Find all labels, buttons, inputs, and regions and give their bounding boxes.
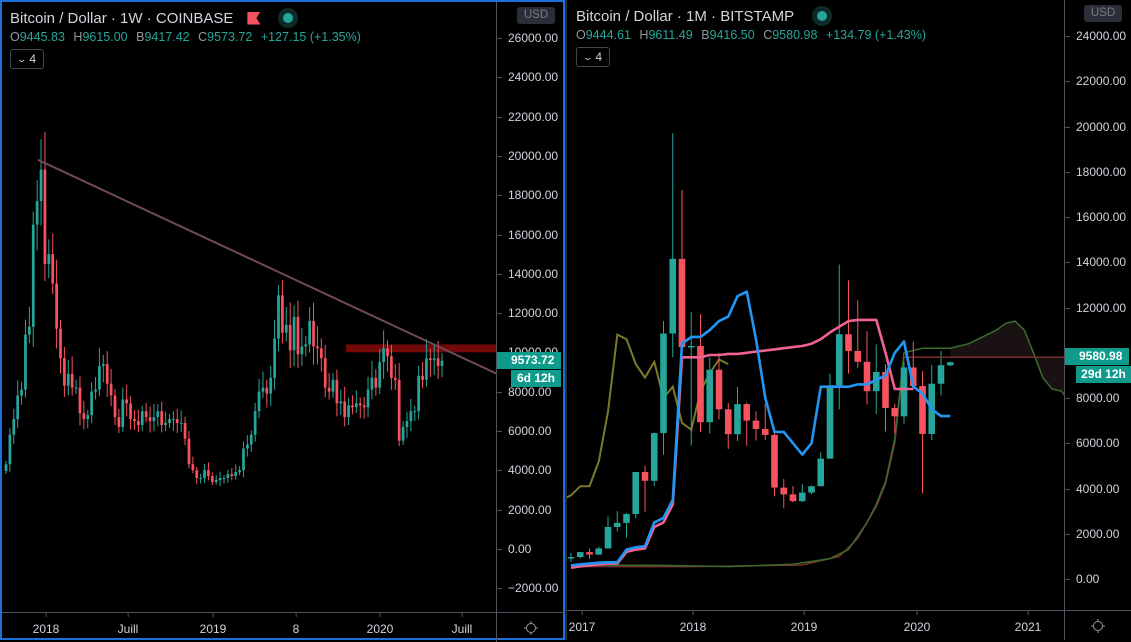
symbol-title[interactable]: Bitcoin / Dollar · 1M · BITSTAMP xyxy=(576,5,926,27)
market-status-dot-icon[interactable] xyxy=(278,8,299,28)
indicators-toggle-button[interactable]: ⌄ 4 xyxy=(576,47,610,67)
bar-countdown-tag: 6d 12h xyxy=(511,370,561,387)
time-tick: 2018 xyxy=(679,611,707,634)
ohlc-values: O9444.61 H9611.49 B9416.50 C9580.98 +134… xyxy=(576,28,926,42)
chart-pane-monthly[interactable]: Bitcoin / Dollar · 1M · BITSTAMP O9444.6… xyxy=(567,0,1131,640)
time-axis-weekly[interactable]: 2018 Juill 2019 8 2020 Juill xyxy=(2,612,496,642)
symbol-title[interactable]: Bitcoin / Dollar · 1W · COINBASE xyxy=(10,7,361,29)
bar-countdown-tag: 29d 12h xyxy=(1076,366,1131,383)
price-tick: 12000.00 xyxy=(497,306,558,320)
currency-label[interactable]: USD xyxy=(517,7,555,24)
price-tick: 0.00 xyxy=(1065,572,1099,586)
price-tick: 22000.00 xyxy=(497,110,558,124)
price-tick: 4000.00 xyxy=(1065,482,1119,496)
indicators-toggle-button[interactable]: ⌄ 4 xyxy=(10,49,44,69)
price-change: +127.15 (+1.35%) xyxy=(260,30,361,44)
price-tick: −2000.00 xyxy=(497,581,558,595)
last-price-tag: 9580.98 xyxy=(1065,348,1129,365)
price-tick: 16000.00 xyxy=(1065,210,1126,224)
price-tick: 18000.00 xyxy=(497,188,558,202)
price-axis-weekly[interactable]: USD 26000.00 24000.00 22000.00 20000.00 1800… xyxy=(496,2,566,612)
price-tick: 6000.00 xyxy=(1065,436,1119,450)
time-tick: 2019 xyxy=(790,611,818,634)
chevron-down-icon: ⌄ xyxy=(16,53,27,64)
last-price-tag: 9573.72 xyxy=(497,352,561,369)
price-tick: 2000.00 xyxy=(497,503,551,517)
sun-icon[interactable] xyxy=(523,620,539,636)
settings-corner[interactable] xyxy=(1064,610,1131,640)
price-tick: 18000.00 xyxy=(1065,165,1126,179)
chart-pane-weekly[interactable]: Bitcoin / Dollar · 1W · COINBASE O9445.8… xyxy=(0,0,566,642)
price-tick: 20000.00 xyxy=(1065,120,1126,134)
chart-legend-weekly: Bitcoin / Dollar · 1W · COINBASE O9445.8… xyxy=(10,7,361,69)
time-tick: 2017 xyxy=(568,611,596,634)
price-tick: 24000.00 xyxy=(1065,29,1126,43)
time-tick: 8 xyxy=(292,613,300,636)
candlestick-plot-monthly[interactable] xyxy=(567,0,1064,610)
price-tick: 14000.00 xyxy=(1065,255,1126,269)
time-tick: 2021 xyxy=(1014,611,1042,634)
price-tick: 8000.00 xyxy=(1065,391,1119,405)
ohlc-values: O9445.83 H9615.00 B9417.42 C9573.72 +127… xyxy=(10,30,361,44)
price-tick: 0.00 xyxy=(497,542,531,556)
price-tick: 8000.00 xyxy=(497,385,551,399)
price-tick: 12000.00 xyxy=(1065,301,1126,315)
price-tick: 26000.00 xyxy=(497,31,558,45)
chart-legend-monthly: Bitcoin / Dollar · 1M · BITSTAMP O9444.6… xyxy=(576,5,926,67)
currency-label[interactable]: USD xyxy=(1084,5,1122,22)
price-tick: 14000.00 xyxy=(497,267,558,281)
price-tick: 22000.00 xyxy=(1065,74,1126,88)
price-tick: 2000.00 xyxy=(1065,527,1119,541)
time-tick: 2020 xyxy=(903,611,931,634)
market-status-dot-icon[interactable] xyxy=(812,6,833,26)
chevron-down-icon: ⌄ xyxy=(582,51,593,62)
settings-corner[interactable] xyxy=(496,612,565,642)
time-tick: Juill xyxy=(117,613,139,636)
time-tick: 2019 xyxy=(199,613,227,636)
time-tick: 2018 xyxy=(32,613,60,636)
price-change: +134.79 (+1.43%) xyxy=(825,28,926,42)
pane-divider[interactable] xyxy=(565,0,567,640)
price-tick: 24000.00 xyxy=(497,70,558,84)
time-tick: Juill xyxy=(451,613,473,636)
time-tick: 2020 xyxy=(366,613,394,636)
time-axis-monthly[interactable]: 2017 2018 2019 2020 2021 xyxy=(567,610,1064,640)
price-tick: 4000.00 xyxy=(497,463,551,477)
sun-icon[interactable] xyxy=(1090,618,1106,634)
price-tick: 20000.00 xyxy=(497,149,558,163)
flag-icon[interactable] xyxy=(247,11,261,25)
candlestick-plot-weekly[interactable] xyxy=(2,2,497,610)
price-tick: 6000.00 xyxy=(497,424,551,438)
price-tick: 16000.00 xyxy=(497,228,558,242)
price-axis-monthly[interactable]: USD 24000.00 22000.00 20000.00 18000.00 1600… xyxy=(1064,0,1131,610)
